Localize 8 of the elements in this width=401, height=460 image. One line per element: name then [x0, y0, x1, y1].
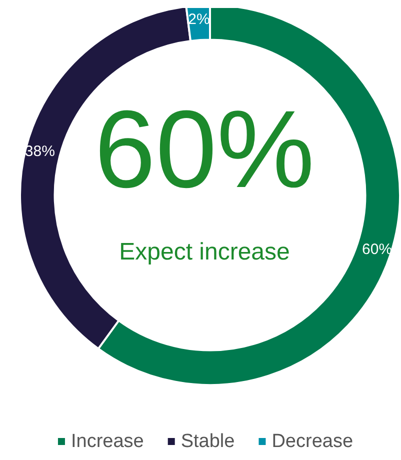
data-label: 38% [24, 142, 55, 160]
legend-label: Stable [180, 431, 235, 452]
text: Expect increase [119, 238, 290, 266]
legend-label: Increase [70, 431, 144, 452]
legend-label: Decrease [272, 431, 354, 452]
data-label: 60% [362, 240, 392, 258]
text: 60% [94, 88, 315, 211]
data-label: 2% [188, 11, 210, 28]
